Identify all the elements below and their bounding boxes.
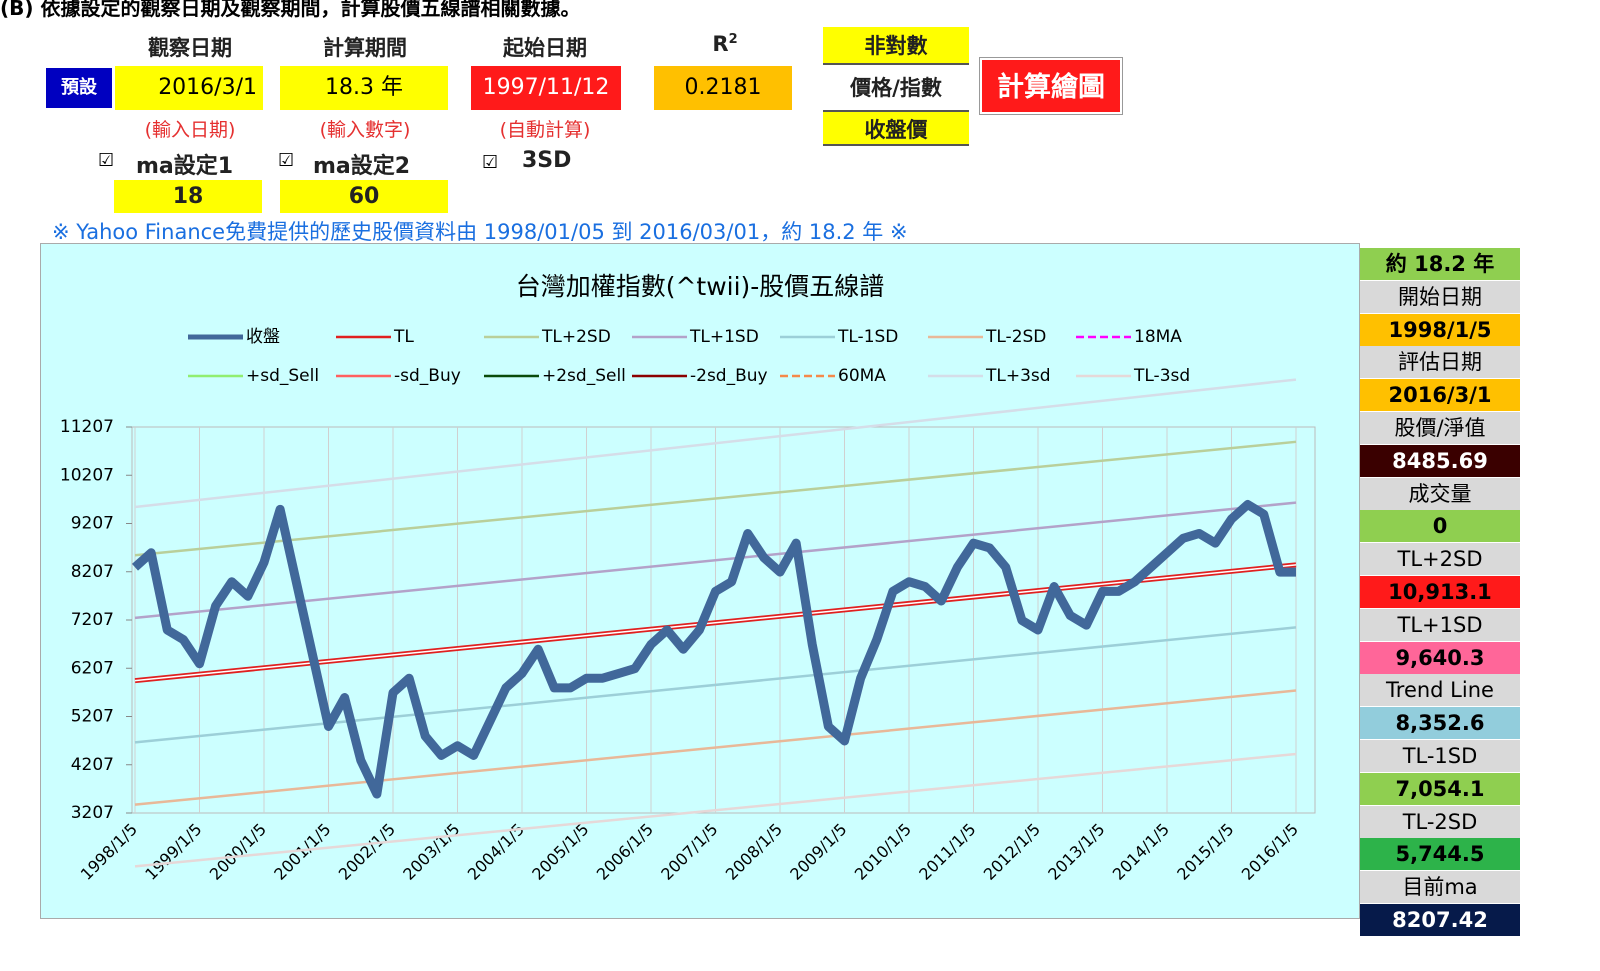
legend-label: +2sd_Sell (542, 366, 626, 386)
ma1-value[interactable]: 18 (114, 180, 262, 213)
legend-label: TL+2SD (541, 327, 611, 347)
trend-line (135, 380, 1296, 507)
legend-label: 18MA (1134, 327, 1182, 347)
side-cell: TL-2SD (1360, 805, 1520, 838)
checkbox-label: 3SD (522, 148, 572, 173)
ma2-value[interactable]: 60 (280, 180, 448, 213)
legend-label: -sd_Buy (394, 366, 461, 386)
side-cell: TL-1SD (1360, 740, 1520, 772)
legend-label: +sd_Sell (246, 366, 319, 386)
hint: (輸入數字) (319, 119, 411, 141)
hint: (輸入日期) (144, 119, 236, 141)
mode-option[interactable]: 價格/指數 (850, 76, 942, 100)
side-cell: TL+2SD (1360, 543, 1520, 576)
data-note: ※ Yahoo Finance免費提供的歷史股價資料由 1998/01/05 到… (52, 220, 908, 244)
checkbox[interactable]: ☑ (482, 152, 499, 173)
side-cell: 7,054.1 (1360, 772, 1520, 805)
price-line (131, 500, 1296, 799)
side-cell: 9,640.3 (1360, 641, 1520, 674)
checkbox[interactable]: ☑ (278, 150, 295, 171)
y-tick-label: 3207 (71, 803, 114, 823)
mode-option[interactable]: 收盤價 (823, 110, 969, 146)
legend-label: TL-3sd (1133, 366, 1190, 386)
legend-label: 60MA (838, 366, 886, 386)
observe-date[interactable]: 2016/3/1 (115, 66, 263, 110)
side-cell: 1998/1/5 (1360, 313, 1520, 346)
checkbox-label: ma設定2 (313, 154, 411, 179)
legend-label: TL+3sd (985, 366, 1051, 386)
checkbox-label: ma設定1 (136, 154, 234, 179)
y-tick-label: 6207 (71, 658, 114, 678)
legend-label: TL+1SD (689, 327, 759, 347)
start-date: 1997/11/12 (471, 66, 621, 110)
side-cell: Trend Line (1360, 674, 1520, 707)
side-cell: 開始日期 (1360, 280, 1520, 313)
trend-line (135, 754, 1296, 866)
legend-label: 收盤 (246, 327, 280, 347)
trend-line (134, 501, 1297, 620)
col-label: 觀察日期 (148, 36, 232, 60)
legend-label: TL (393, 327, 414, 347)
checkbox[interactable]: ☑ (98, 150, 115, 171)
r2-value: 0.2181 (654, 66, 792, 110)
side-cell: TL+1SD (1360, 608, 1520, 641)
col-label: 計算期間 (323, 36, 407, 60)
y-tick-label: 11207 (60, 417, 114, 437)
calc-button[interactable]: 計算繪圖 (980, 58, 1122, 114)
period[interactable]: 18.3 年 (280, 66, 448, 110)
side-cell: 8207.42 (1360, 904, 1520, 936)
side-cell: 目前ma (1360, 871, 1520, 904)
trend-line (134, 440, 1297, 557)
side-cell: 約 18.2 年 (1360, 248, 1520, 280)
y-tick-label: 7207 (71, 610, 114, 630)
chart-title: 台灣加權指數(^twii)-股價五線譜 (516, 272, 885, 301)
r2-sup: 2 (728, 32, 738, 47)
side-cell: 8485.69 (1360, 444, 1520, 477)
side-cell: 評估日期 (1360, 346, 1520, 379)
side-cell: 10,913.1 (1360, 576, 1520, 608)
side-cell: 8,352.6 (1360, 707, 1520, 740)
r2-base: R (712, 32, 729, 56)
side-cell: 0 (1360, 510, 1520, 543)
legend-label: TL-1SD (837, 327, 898, 347)
side-cell: 2016/3/1 (1360, 379, 1520, 412)
r2-label: R2 (660, 32, 790, 56)
trend-line-inner (134, 564, 1297, 682)
y-tick-label: 5207 (71, 707, 114, 727)
side-cell: 股價/淨值 (1360, 412, 1520, 444)
legend-label: TL-2SD (985, 327, 1046, 347)
header-title: (B) 依據設定的觀察日期及觀察期間，計算股價五線譜相關數據。 (0, 0, 581, 20)
side-cell: 成交量 (1360, 477, 1520, 510)
y-tick-label: 10207 (60, 465, 114, 485)
y-tick-label: 4207 (71, 755, 114, 775)
preset-button[interactable]: 預設 (46, 68, 112, 108)
mode-option[interactable]: 非對數 (823, 27, 969, 65)
y-tick-label: 9207 (71, 514, 114, 534)
y-tick-label: 8207 (71, 562, 114, 582)
chart: 台灣加權指數(^twii)-股價五線譜 3207 4207 5207 6207 7207… (40, 243, 1360, 919)
col-label: 起始日期 (503, 36, 587, 60)
hint: (自動計算) (499, 119, 591, 141)
legend-label: -2sd_Buy (690, 366, 768, 386)
side-cell: 5,744.5 (1360, 838, 1520, 871)
trend-line (134, 689, 1297, 806)
